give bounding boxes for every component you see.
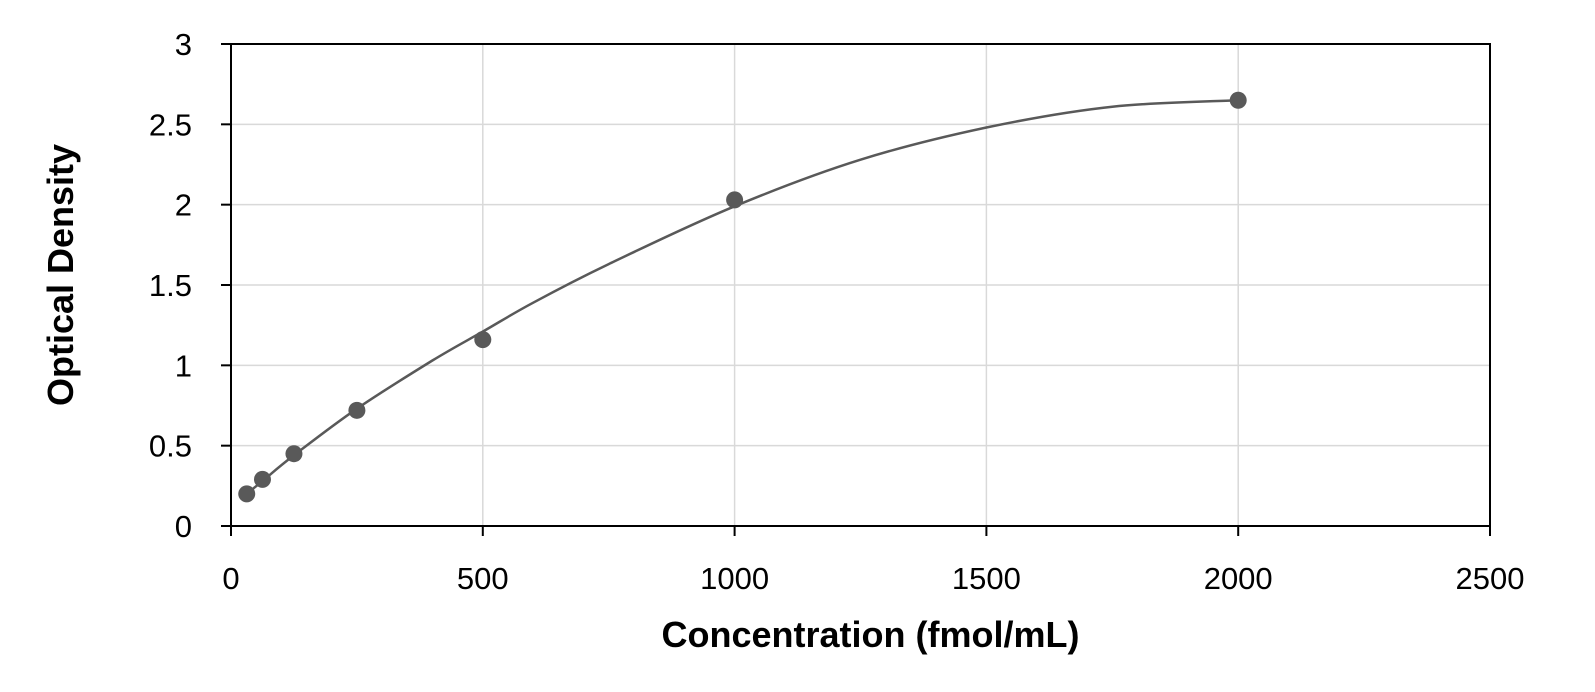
x-tick-label: 1000 (700, 561, 769, 596)
y-tick-label: 1.5 (149, 268, 192, 303)
y-tick-label: 0 (175, 509, 192, 544)
x-tick-label: 1500 (952, 561, 1021, 596)
data-point (474, 331, 492, 349)
data-points (238, 91, 1247, 503)
data-point (1229, 91, 1247, 109)
grid-lines (231, 44, 1490, 526)
y-tick-label: 3 (175, 27, 192, 62)
axis-ticks (221, 43, 1491, 536)
data-point (238, 485, 256, 503)
data-point (253, 470, 271, 488)
x-tick-label: 0 (222, 561, 239, 596)
y-tick-label: 0.5 (149, 429, 192, 464)
y-axis-title: Optical Density (40, 144, 81, 406)
x-tick-label: 500 (457, 561, 509, 596)
y-tick-label: 2 (175, 188, 192, 223)
data-point (285, 445, 303, 463)
x-tick-label: 2500 (1456, 561, 1525, 596)
y-tick-label: 2.5 (149, 107, 192, 142)
data-point (726, 191, 744, 209)
y-tick-label: 1 (175, 348, 192, 383)
x-axis-title: Concentration (fmol/mL) (662, 614, 1080, 655)
data-point (348, 401, 366, 419)
x-tick-label: 2000 (1204, 561, 1273, 596)
x-tick-labels: 0 500 1000 1500 2000 2500 (222, 561, 1524, 596)
fit-curve (245, 98, 1239, 495)
y-tick-labels: 0 0.5 1 1.5 2 2.5 3 (149, 27, 192, 544)
fit-curve-group (245, 98, 1239, 495)
